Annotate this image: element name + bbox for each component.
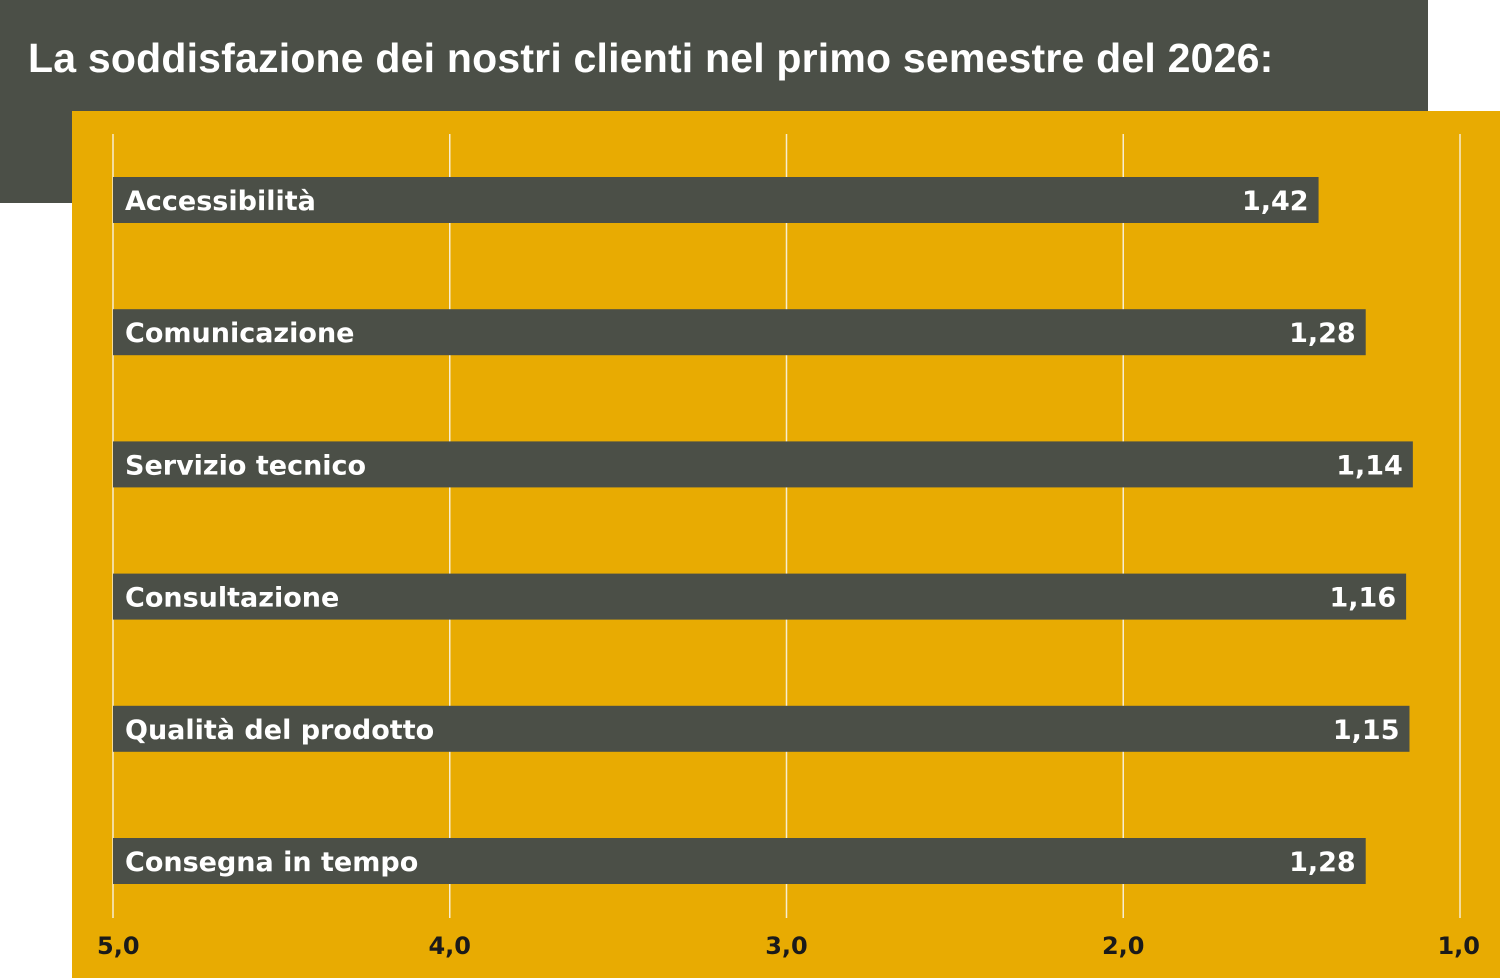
x-axis-ticks: 5,0 4,0 3,0 2,0 1,0: [97, 932, 1480, 960]
bar: [113, 705, 1410, 752]
value-label: 1,28: [1289, 847, 1356, 878]
bars: Accessibilità 1,42 Comunicazione 1,28 Serviz…: [113, 177, 1413, 884]
category-label: Consultazione: [125, 583, 339, 614]
x-tick-label: 1,0: [1437, 932, 1480, 960]
bar: [113, 309, 1366, 356]
category-label: Servizio tecnico: [125, 450, 366, 481]
bar: [113, 573, 1407, 620]
value-label: 1,42: [1242, 186, 1309, 217]
value-label: 1,14: [1336, 450, 1403, 481]
x-tick-label: 2,0: [1102, 932, 1145, 960]
category-label: Accessibilità: [125, 186, 316, 217]
x-tick-label: 3,0: [765, 932, 808, 960]
bar: [113, 838, 1366, 884]
category-label: Consegna in tempo: [125, 847, 418, 878]
x-tick-label: 5,0: [97, 932, 140, 960]
category-label: Comunicazione: [125, 318, 354, 349]
bar: [113, 441, 1413, 488]
value-label: 1,28: [1289, 318, 1356, 349]
category-label: Qualità del prodotto: [125, 715, 434, 746]
bar: [113, 177, 1319, 223]
value-label: 1,16: [1329, 583, 1396, 614]
x-tick-label: 4,0: [428, 932, 471, 960]
value-label: 1,15: [1333, 715, 1400, 746]
gridlines: [112, 134, 1461, 918]
page-title: La soddisfazione dei nostri clienti nel …: [28, 35, 1274, 81]
